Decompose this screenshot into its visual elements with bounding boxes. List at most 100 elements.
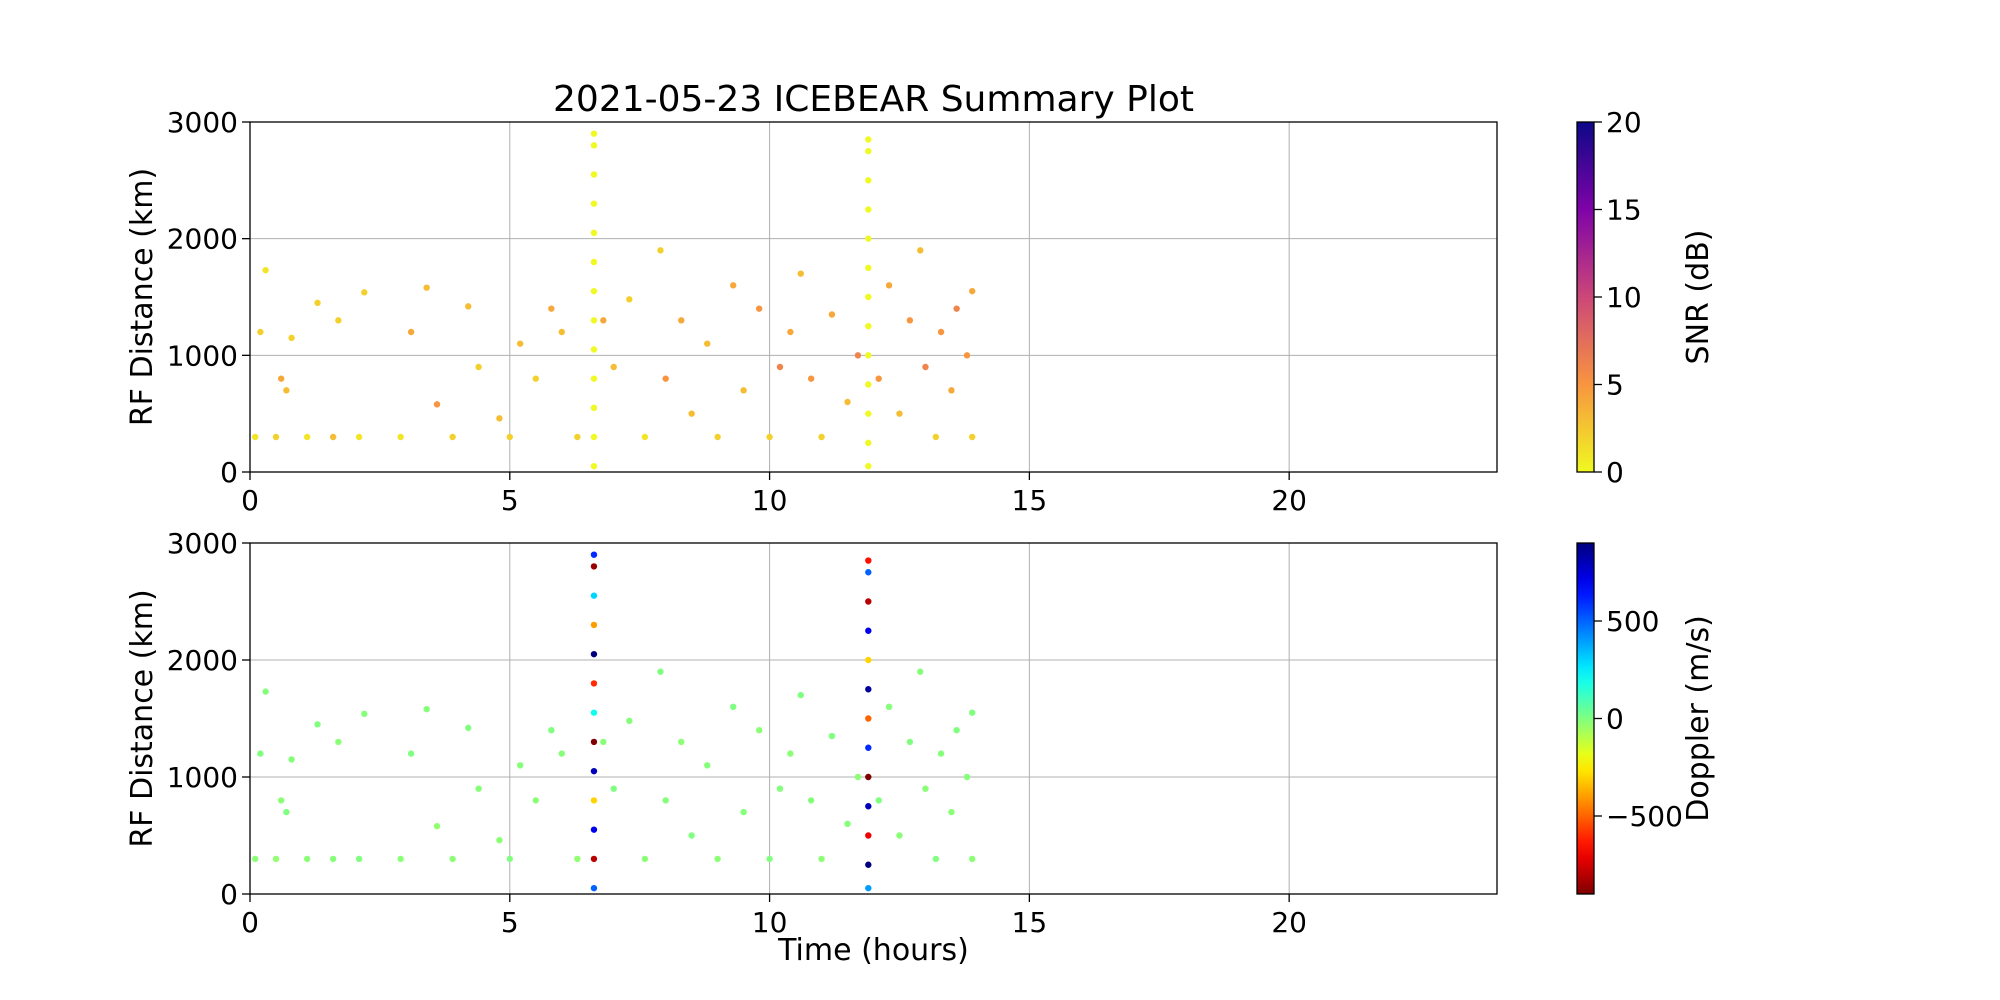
point: [922, 363, 929, 371]
y-tick-label: 0: [220, 456, 238, 489]
point: [807, 797, 815, 804]
point: [590, 621, 598, 629]
point: [865, 686, 872, 693]
point: [626, 296, 633, 303]
point: [885, 703, 893, 710]
point: [423, 705, 430, 713]
point: [865, 884, 872, 892]
point: [865, 235, 872, 242]
point: [844, 820, 851, 827]
point: [865, 177, 872, 184]
point: [906, 317, 914, 324]
point: [865, 352, 872, 359]
point: [963, 773, 971, 781]
colorbar-tick-label: 0: [1606, 456, 1624, 489]
point: [590, 258, 598, 266]
point: [516, 762, 524, 769]
point: [590, 142, 598, 149]
point: [590, 592, 598, 599]
axes-frame: [249, 121, 1498, 473]
point: [590, 375, 598, 382]
point: [590, 551, 598, 558]
point: [704, 762, 711, 769]
point: [787, 750, 794, 757]
point: [288, 756, 295, 763]
point: [548, 305, 555, 312]
point: [610, 785, 617, 792]
colorbar-label: SNR (dB): [1681, 230, 1716, 365]
point: [787, 328, 794, 336]
point: [600, 738, 607, 746]
point: [590, 680, 598, 687]
point: [688, 832, 695, 839]
point: [828, 311, 836, 318]
x-tick-label: 10: [752, 484, 788, 517]
point: [590, 563, 598, 570]
point: [797, 691, 804, 699]
point: [465, 303, 472, 310]
point: [558, 750, 565, 757]
colorbar-tick-label: 10: [1606, 281, 1642, 314]
colorbar-tick-label: 500: [1606, 605, 1659, 638]
point: [755, 727, 763, 734]
point: [329, 433, 337, 441]
point: [865, 136, 872, 143]
point: [558, 328, 565, 336]
point: [662, 375, 669, 382]
point: [355, 433, 363, 441]
point: [590, 738, 598, 746]
point: [865, 656, 872, 664]
point: [963, 352, 971, 359]
colorbar-tick-label: −500: [1606, 800, 1683, 833]
point: [854, 352, 862, 359]
y-axis-label: RF Distance (km): [125, 168, 160, 426]
point: [714, 433, 721, 441]
point: [407, 328, 415, 336]
point: [865, 381, 872, 388]
point: [355, 855, 363, 863]
x-tick-label: 15: [1012, 906, 1048, 939]
colorbar-tick-label: 5: [1606, 369, 1624, 402]
point: [314, 299, 321, 307]
point: [303, 433, 311, 441]
point: [590, 404, 598, 412]
colorbar: [1576, 542, 1595, 895]
point: [329, 855, 337, 863]
point: [740, 808, 747, 816]
point: [937, 750, 945, 757]
point: [272, 433, 280, 441]
point: [475, 785, 482, 792]
point: [875, 375, 882, 382]
point: [506, 855, 513, 863]
point: [496, 415, 503, 422]
point: [590, 709, 598, 716]
point: [262, 266, 269, 274]
point: [776, 363, 784, 371]
x-tick-label: 20: [1271, 484, 1307, 517]
point: [797, 270, 804, 277]
point: [574, 433, 581, 441]
point: [865, 557, 872, 564]
point: [516, 340, 524, 347]
point: [257, 328, 264, 336]
x-tick-label: 0: [241, 906, 259, 939]
point: [678, 738, 685, 746]
point: [590, 317, 598, 324]
point: [896, 410, 903, 417]
point: [969, 433, 976, 441]
y-tick-label: 3000: [167, 527, 238, 560]
point: [283, 387, 290, 394]
point: [714, 855, 721, 863]
point: [626, 717, 633, 725]
point: [590, 462, 598, 470]
y-tick-label: 3000: [167, 106, 238, 139]
point: [251, 433, 259, 441]
point: [854, 773, 862, 781]
y-tick-label: 2000: [167, 644, 238, 677]
point: [465, 724, 472, 732]
point: [397, 855, 404, 863]
axes-frame: [249, 542, 1498, 895]
point: [532, 375, 539, 382]
